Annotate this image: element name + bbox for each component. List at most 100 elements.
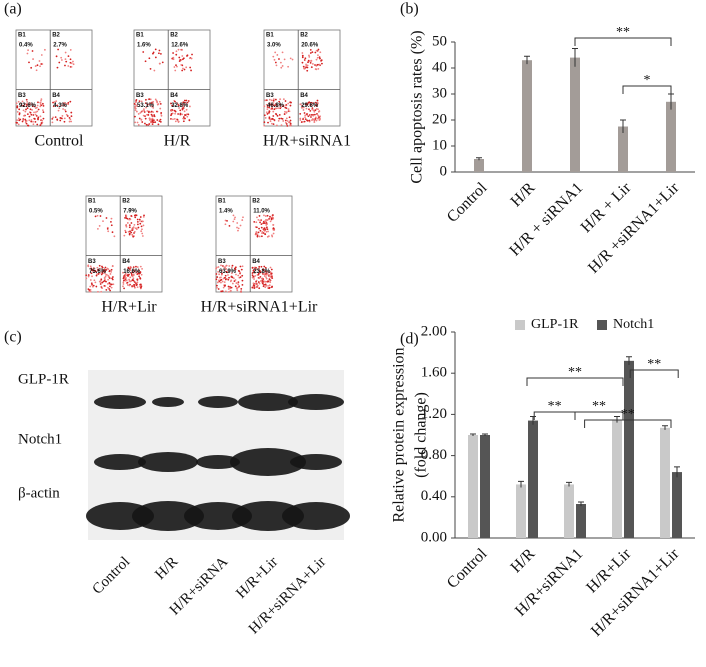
event-dot: [223, 285, 226, 287]
event-dot: [174, 112, 176, 115]
event-dot: [126, 284, 129, 286]
event-dot: [282, 98, 285, 101]
event-dot: [124, 272, 127, 275]
event-dot: [33, 111, 35, 114]
bar: [570, 57, 580, 172]
event-dot: [134, 216, 137, 219]
event-dot: [237, 274, 240, 277]
event-dot: [87, 275, 90, 278]
event-dot: [111, 278, 114, 281]
event-dot: [234, 216, 236, 219]
event-dot: [19, 118, 22, 121]
event-dot: [122, 281, 125, 284]
event-dot: [25, 98, 28, 101]
bar: [528, 420, 538, 538]
event-dot: [284, 100, 287, 102]
y-tick-label: 1.20: [421, 406, 447, 422]
event-dot: [239, 271, 242, 274]
event-dot: [266, 214, 269, 217]
event-dot: [126, 281, 129, 284]
event-dot: [21, 100, 24, 103]
event-dot: [236, 287, 238, 290]
quadrant-percent: 7.9%: [123, 209, 137, 215]
event-dot: [228, 265, 231, 267]
y-tick-label: 2.00: [421, 323, 447, 339]
event-dot: [182, 107, 185, 109]
event-dot: [228, 276, 230, 279]
event-dot: [308, 114, 311, 116]
event-dot: [258, 267, 261, 270]
quadrant-id: B3: [218, 259, 226, 265]
event-dot: [105, 217, 108, 219]
event-dot: [160, 53, 162, 55]
event-dot: [26, 113, 29, 116]
event-dot: [101, 272, 104, 275]
event-dot: [58, 107, 61, 110]
event-dot: [316, 63, 319, 66]
event-dot: [26, 124, 29, 127]
event-dot: [91, 283, 93, 286]
event-dot: [171, 104, 174, 107]
event-dot: [39, 115, 42, 118]
event-dot: [42, 109, 44, 112]
event-dot: [132, 274, 135, 276]
event-dot: [174, 120, 177, 123]
event-dot: [60, 104, 63, 107]
event-dot: [257, 231, 260, 234]
event-dot: [317, 48, 320, 51]
quadrant-id: B4: [122, 259, 130, 265]
event-dot: [135, 265, 137, 268]
event-dot: [28, 101, 31, 104]
event-dot: [136, 270, 139, 273]
event-dot: [99, 281, 102, 283]
event-dot: [280, 117, 283, 120]
event-dot: [258, 235, 261, 238]
event-dot: [175, 53, 178, 56]
event-dot: [269, 266, 272, 269]
event-dot: [94, 215, 97, 218]
event-dot: [28, 61, 30, 64]
quadrant-id: B2: [122, 199, 130, 205]
event-dot: [148, 57, 151, 60]
event-dot: [25, 105, 28, 108]
event-dot: [157, 52, 160, 55]
significance-label: **: [647, 357, 661, 372]
blot-band: [94, 454, 146, 470]
event-dot: [273, 108, 276, 111]
event-dot: [273, 58, 276, 61]
event-dot: [123, 234, 126, 237]
event-dot: [305, 63, 307, 66]
event-dot: [187, 113, 190, 116]
event-dot: [64, 51, 67, 54]
event-dot: [106, 227, 109, 230]
significance-label: **: [616, 25, 630, 40]
event-dot: [28, 115, 31, 118]
event-dot: [308, 119, 311, 122]
event-dot: [141, 235, 144, 237]
event-dot: [154, 56, 157, 59]
event-dot: [266, 270, 269, 273]
plot-title: H/R+siRNA1: [263, 133, 351, 150]
event-dot: [271, 275, 273, 278]
event-dot: [217, 266, 220, 268]
event-dot: [312, 102, 314, 105]
event-dot: [263, 229, 265, 232]
event-dot: [268, 116, 271, 119]
bar: [576, 504, 586, 538]
event-dot: [51, 121, 54, 124]
legend-label: Notch1: [613, 317, 654, 332]
event-dot: [32, 123, 35, 126]
event-dot: [278, 113, 281, 116]
significance-bracket: [574, 37, 672, 46]
event-dot: [224, 276, 226, 279]
event-dot: [231, 264, 234, 267]
event-dot: [141, 232, 144, 235]
event-dot: [29, 108, 32, 111]
event-dot: [260, 280, 263, 282]
event-dot: [184, 117, 186, 120]
event-dot: [170, 102, 172, 105]
event-dot: [110, 283, 112, 286]
event-dot: [264, 283, 267, 286]
panel-label: (a): [4, 1, 22, 18]
event-dot: [148, 98, 151, 101]
